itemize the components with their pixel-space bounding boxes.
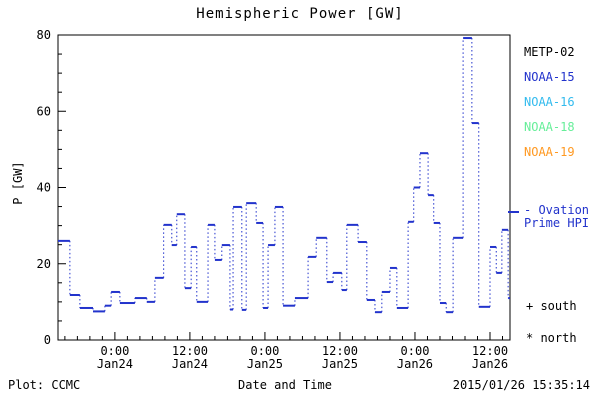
legend-item-ovation-prime-hpi: - Ovation Prime HPI — [524, 204, 589, 230]
y-tick-label: 20 — [37, 257, 51, 271]
x-tick-label-time: 12:00 — [472, 344, 508, 358]
ovation-label-line2: Prime HPI — [524, 216, 590, 230]
x-tick-label-time: 12:00 — [172, 344, 208, 358]
x-tick-label-time: 0:00 — [401, 344, 430, 358]
legend-item-noaa-16: NOAA-16 — [524, 95, 575, 109]
plot-timestamp: 2015/01/26 15:35:14 — [452, 378, 590, 392]
legend-item-noaa-15: NOAA-15 — [524, 70, 575, 84]
x-tick-label-date: Jan24 — [172, 357, 208, 371]
y-tick-label: 40 — [37, 181, 51, 195]
north-marker-label: * north — [526, 331, 577, 345]
plot-credit: Plot: CCMC — [8, 378, 81, 392]
ovation-label-line1: - Ovation — [524, 203, 590, 217]
chart-title: Hemispheric Power [GW] — [196, 6, 404, 22]
x-tick-label-time: 0:00 — [250, 344, 279, 358]
series-ovation-prime-hpi — [58, 37, 510, 314]
legend-item-noaa-18: NOAA-18 — [524, 120, 575, 134]
x-axis-label: Date and Time — [238, 378, 332, 392]
x-tick-label-time: 0:00 — [100, 344, 129, 358]
ovation-line-sample-icon — [508, 211, 519, 213]
x-tick-label-date: Jan24 — [97, 357, 133, 371]
x-tick-label-time: 12:00 — [322, 344, 358, 358]
y-tick-label: 60 — [37, 104, 51, 118]
south-marker-label: + south — [526, 299, 577, 313]
x-tick-label-date: Jan26 — [472, 357, 508, 371]
x-tick-label-date: Jan26 — [397, 357, 433, 371]
axes: 0204060800:00Jan2412:00Jan240:00Jan2512:… — [37, 28, 511, 371]
legend-item-metp-02: METP-02 — [524, 45, 575, 59]
y-tick-label: 80 — [37, 28, 51, 42]
legend-item-noaa-19: NOAA-19 — [524, 145, 575, 159]
x-tick-label-date: Jan25 — [322, 357, 358, 371]
y-tick-label: 0 — [44, 333, 51, 347]
x-tick-label-date: Jan25 — [247, 357, 283, 371]
